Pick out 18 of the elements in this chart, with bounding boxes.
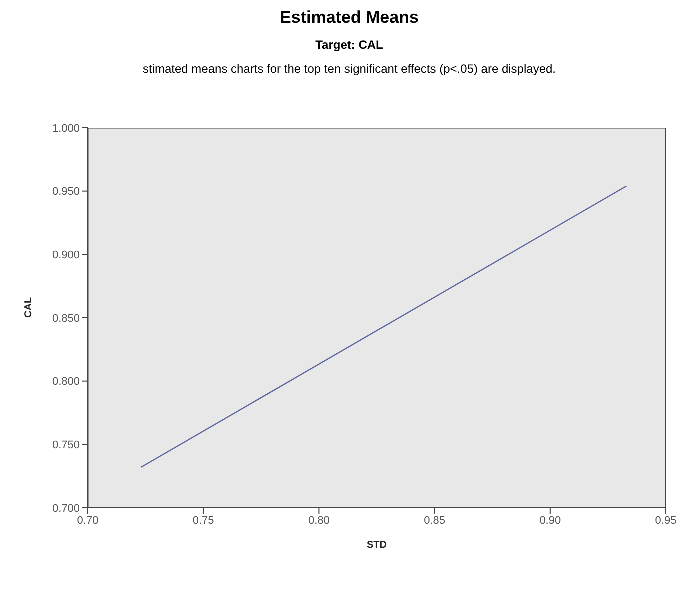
x-tick-label: 0.95 [655,514,677,527]
y-tick-label: 0.750 [52,440,80,452]
x-tick-label: 0.80 [308,514,330,527]
x-tick-label: 0.90 [540,514,562,527]
x-tick-label: 0.85 [424,514,446,527]
y-tick-label: 0.850 [52,312,80,325]
x-axis-title: STD [367,540,387,551]
y-tick-label: 0.800 [52,376,80,388]
y-tick-label: 0.700 [52,502,80,515]
x-tick-label: 0.70 [77,514,99,527]
y-tick-label: 1.000 [52,122,80,135]
chart-title: Estimated Means [279,8,420,28]
y-tick-label: 0.950 [52,186,80,198]
y-axis-title: CAL [24,297,35,318]
text: stimated means charts for the top ten significant effects (p<.05) are displayed. [142,62,557,76]
x-tick-label: 0.75 [192,514,214,527]
chart-subtitle: Target: CAL [314,38,384,52]
y-tick-label: 0.900 [52,250,80,262]
